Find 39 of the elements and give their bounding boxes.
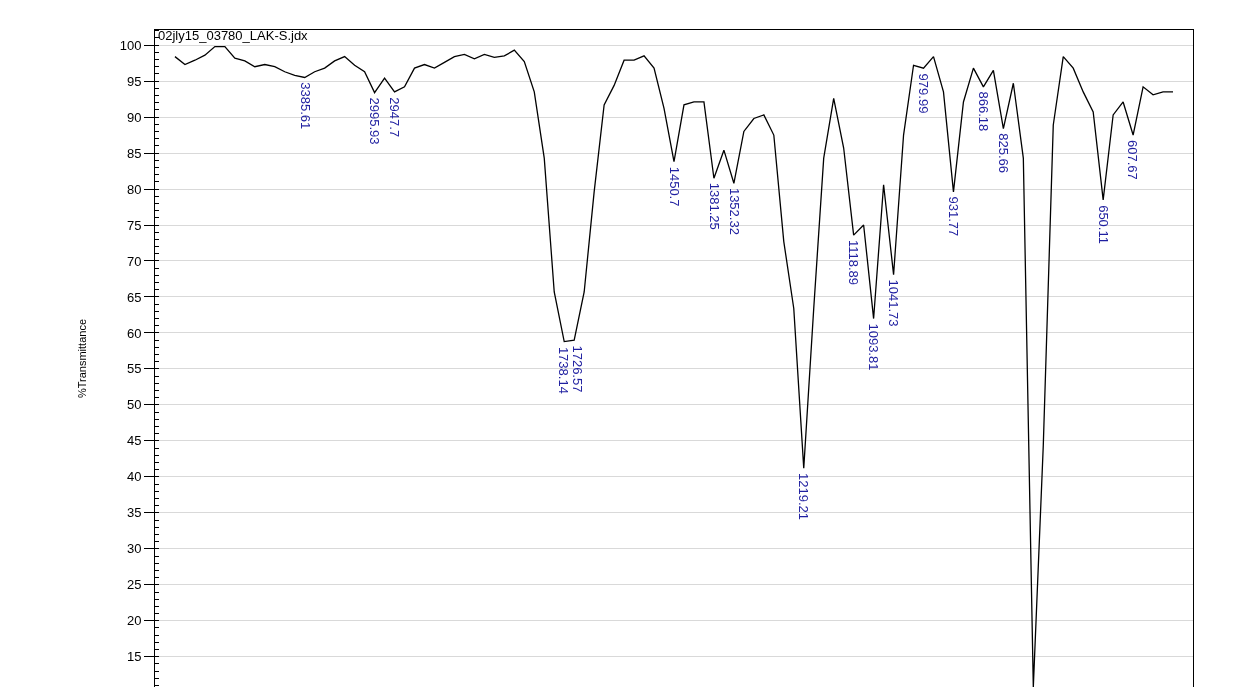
x-tick-label: 1352.32 — [726, 187, 742, 235]
y-tick-label: 50 — [126, 397, 142, 413]
x-tick-label: 866.18 — [976, 91, 992, 132]
y-tick-label: 40 — [126, 469, 142, 485]
y-tick-label: 65 — [126, 289, 142, 305]
y-tick-label: 25 — [126, 577, 142, 593]
x-tick-label: 650.11 — [1095, 205, 1111, 244]
x-tick-label: 1219.21 — [796, 472, 812, 520]
y-tick-label: 55 — [126, 361, 142, 377]
y-tick-label: 30 — [126, 541, 142, 557]
y-tick-label: 100 — [119, 37, 142, 53]
x-tick-label: 825.66 — [995, 133, 1011, 173]
x-tick-label: 2947.7 — [387, 97, 403, 138]
y-tick-label: 60 — [126, 325, 142, 341]
x-tick-label: 2995.93 — [366, 97, 382, 145]
x-tick-label: 931.77 — [946, 196, 962, 237]
y-tick-label: 70 — [126, 253, 142, 269]
x-tick-label: 1093.81 — [865, 323, 881, 371]
x-tick-label: 3385.61 — [297, 82, 313, 130]
x-tick-label: 979.99 — [915, 73, 931, 114]
y-tick-label: 20 — [126, 613, 142, 629]
y-tick-label: 90 — [126, 109, 142, 125]
x-tick-label: 1738.14 — [556, 346, 572, 394]
line-series — [174, 45, 1174, 687]
x-tick-label: 1450.7 — [666, 166, 682, 207]
y-tick-label: 75 — [126, 217, 142, 233]
y-tick-label: 95 — [126, 73, 142, 89]
y-tick-label: 85 — [126, 145, 142, 161]
y-tick-label: 35 — [126, 505, 142, 521]
chart-title: 02jly15_03780_LAK-S.jdx — [158, 28, 309, 44]
y-axis-title: %Transmittance — [76, 318, 89, 399]
x-tick-label: 1381.25 — [706, 182, 722, 230]
y-tick-label: 45 — [126, 433, 142, 449]
x-tick-label: 1726.57 — [569, 345, 585, 393]
x-tick-label: 1041.73 — [885, 279, 901, 327]
x-tick-label: 1118.89 — [846, 239, 862, 285]
x-tick-label: 607.67 — [1125, 139, 1141, 180]
y-tick-label: 80 — [126, 181, 142, 197]
y-tick-label: 15 — [126, 649, 142, 665]
